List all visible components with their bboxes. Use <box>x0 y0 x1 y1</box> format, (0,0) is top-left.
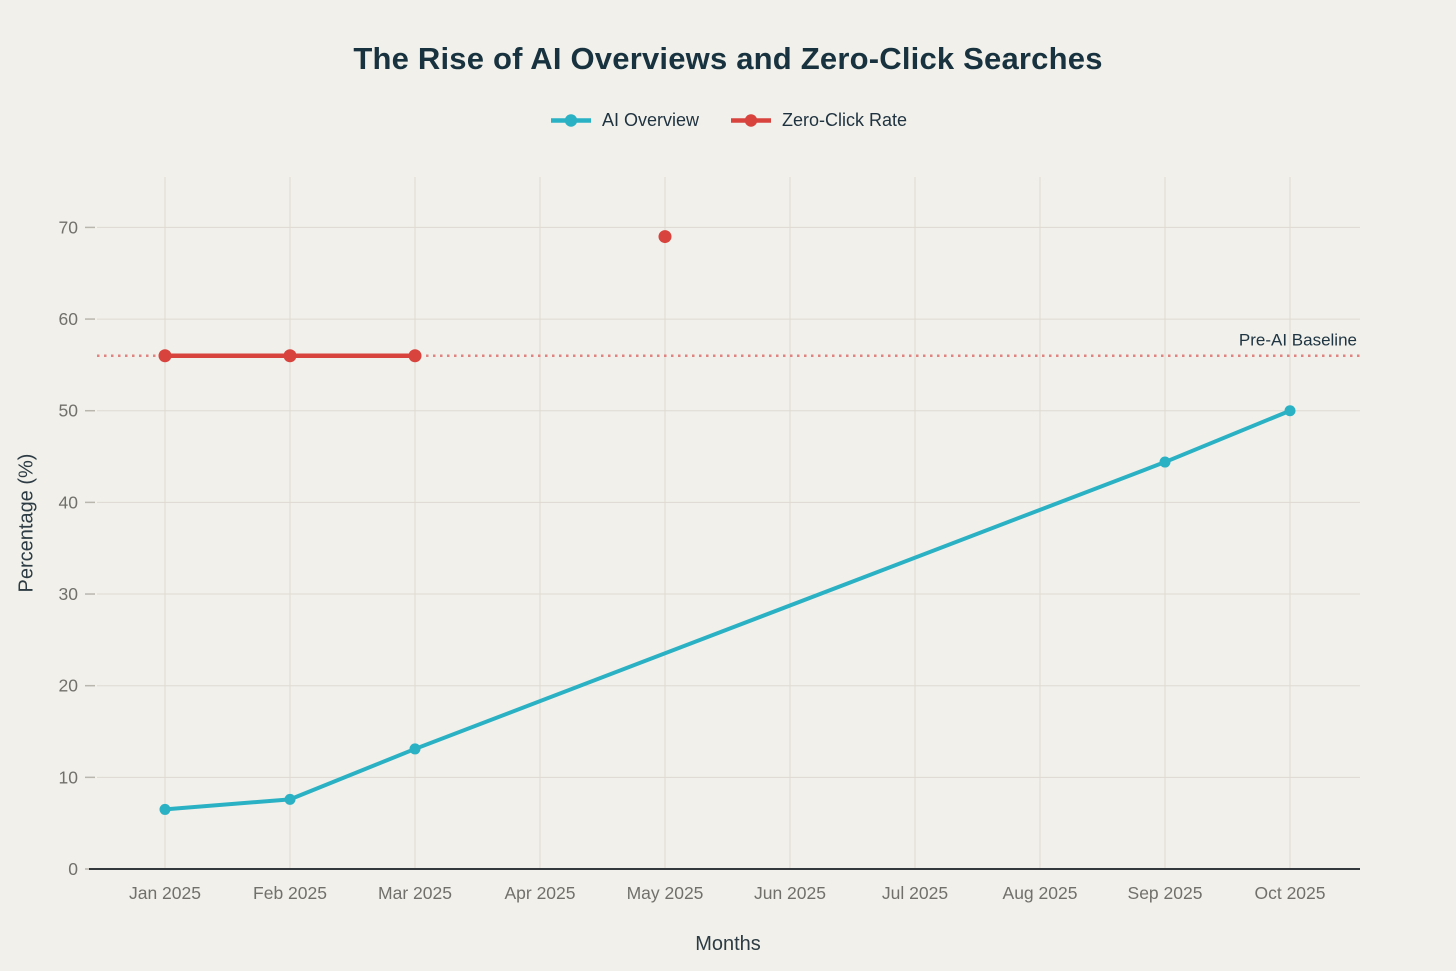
legend-item-ai-overview[interactable]: AI Overview <box>549 110 699 131</box>
pre-ai-baseline-label: Pre-AI Baseline <box>1239 331 1357 350</box>
data-point[interactable] <box>408 349 422 363</box>
chart-legend: AI Overview Zero-Click Rate <box>0 110 1456 131</box>
y-tick-label: 50 <box>59 401 79 421</box>
x-tick-label: Sep 2025 <box>1128 883 1203 903</box>
data-point[interactable] <box>284 793 296 805</box>
y-gridlines: 0 10 20 30 40 50 60 70 <box>59 217 1360 879</box>
series-zero-click-rate <box>158 230 672 363</box>
data-point[interactable] <box>158 349 172 363</box>
x-tick-label: Mar 2025 <box>378 883 452 903</box>
y-tick-label: 20 <box>59 676 79 696</box>
x-tick-label: Jan 2025 <box>129 883 201 903</box>
x-tick-label: Feb 2025 <box>253 883 327 903</box>
data-point[interactable] <box>1159 456 1171 468</box>
y-tick-label: 40 <box>59 492 79 512</box>
y-tick-label: 60 <box>59 309 79 329</box>
chart-title: The Rise of AI Overviews and Zero-Click … <box>353 41 1103 76</box>
series-ai-overview <box>159 405 1296 815</box>
y-tick-label: 0 <box>68 859 78 879</box>
x-tick-label: Jun 2025 <box>754 883 826 903</box>
x-gridlines: Jan 2025 Feb 2025 Mar 2025 Apr 2025 May 2025… <box>129 177 1326 903</box>
data-point[interactable] <box>409 743 421 755</box>
y-tick-label: 30 <box>59 584 79 604</box>
x-tick-label: Apr 2025 <box>504 883 575 903</box>
legend-label-zero-click-rate: Zero-Click Rate <box>782 110 908 130</box>
legend-label-ai-overview: AI Overview <box>601 110 699 130</box>
x-axis-title: Months <box>695 933 761 955</box>
y-tick-label: 10 <box>59 767 79 787</box>
data-point[interactable] <box>658 230 672 244</box>
x-tick-label: May 2025 <box>627 883 704 903</box>
zero-click-swatch-icon <box>731 114 771 127</box>
y-axis-title: Percentage (%) <box>15 453 38 593</box>
data-point[interactable] <box>1284 405 1296 417</box>
x-tick-label: Jul 2025 <box>882 883 948 903</box>
x-tick-label: Aug 2025 <box>1003 883 1078 903</box>
data-point[interactable] <box>283 349 297 363</box>
ai-overview-swatch-icon <box>550 114 591 127</box>
y-tick-label: 70 <box>59 217 79 237</box>
data-point[interactable] <box>159 803 171 815</box>
x-tick-label: Oct 2025 <box>1254 883 1325 903</box>
series-line <box>163 408 1292 812</box>
legend-item-zero-click-rate[interactable]: Zero-Click Rate <box>729 110 907 131</box>
